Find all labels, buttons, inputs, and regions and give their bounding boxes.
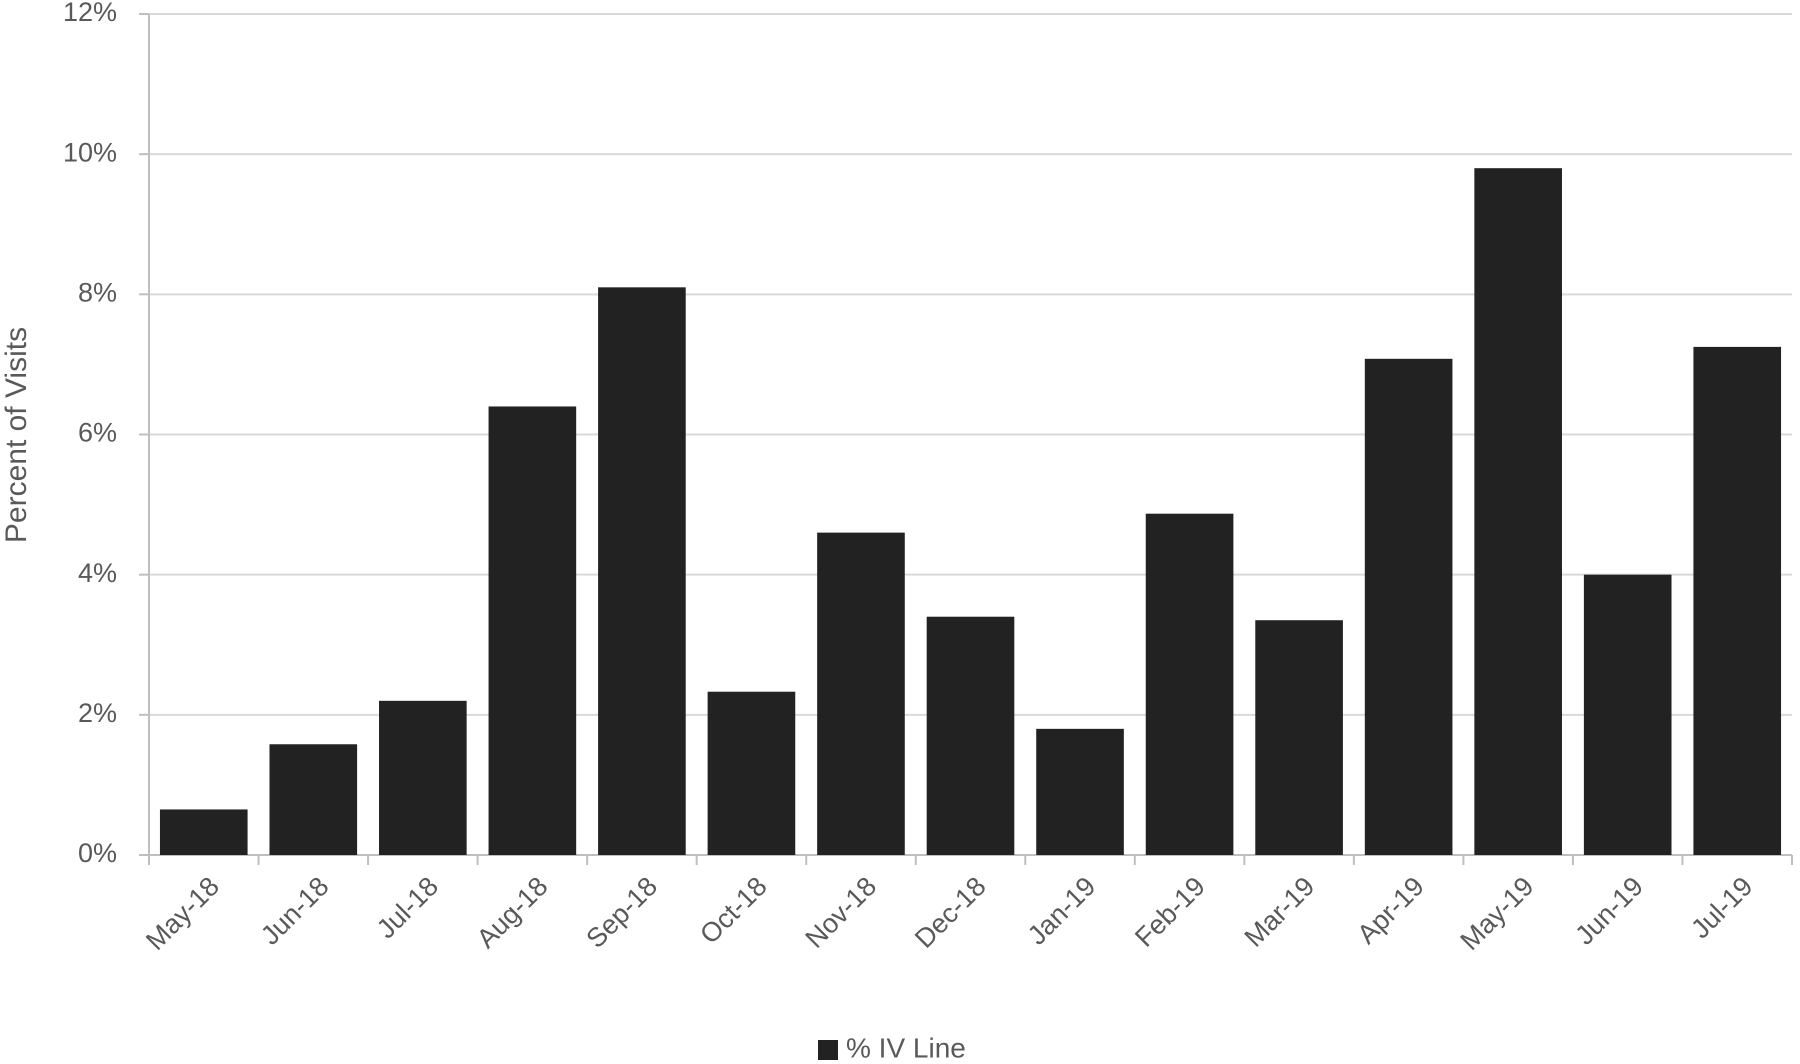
- bar: [1364, 358, 1453, 855]
- y-tick-label: 6%: [78, 418, 117, 448]
- x-tick-label: Feb-19: [1129, 871, 1211, 953]
- y-tick-label: 4%: [78, 558, 117, 588]
- x-tick-label: Jun-18: [255, 871, 335, 951]
- bar: [1583, 574, 1672, 855]
- x-tick-label: Oct-18: [694, 871, 773, 950]
- x-tick-label: May-19: [1455, 871, 1540, 956]
- bar: [926, 616, 1015, 855]
- y-tick-label: 8%: [78, 277, 117, 307]
- bar: [1693, 346, 1782, 855]
- bar: [707, 691, 796, 855]
- y-tick-label: 12%: [63, 0, 117, 27]
- x-tick-label: Sep-18: [580, 871, 663, 954]
- bar: [1036, 728, 1124, 855]
- bar: [1474, 168, 1562, 855]
- y-axis-title: Percent of Visits: [0, 327, 33, 543]
- x-tick-label: Aug-18: [471, 871, 554, 954]
- x-tick-label: May-18: [140, 871, 225, 956]
- x-tick-label: Apr-19: [1351, 871, 1430, 950]
- bar: [379, 700, 467, 855]
- legend-swatch: [818, 1040, 838, 1060]
- legend-label: % IV Line: [846, 1032, 966, 1063]
- x-tick-label: Mar-19: [1239, 871, 1321, 953]
- x-tick-label: Jul-18: [371, 871, 444, 944]
- x-tick-label: Nov-18: [799, 871, 882, 954]
- bar: [1255, 620, 1343, 855]
- x-tick-label: Jul-19: [1685, 871, 1758, 944]
- bar: [598, 287, 686, 855]
- bar: [1145, 513, 1234, 855]
- x-tick-label: Dec-18: [909, 871, 992, 954]
- bar: [817, 532, 905, 855]
- bar: [159, 809, 248, 855]
- x-tick-label: Jun-19: [1569, 871, 1649, 951]
- bar: [269, 744, 358, 855]
- y-tick-label: 0%: [78, 838, 117, 868]
- x-tick-label: Jan-19: [1022, 871, 1102, 951]
- y-tick-label: 10%: [63, 137, 117, 167]
- bar: [488, 406, 577, 855]
- y-tick-label: 2%: [78, 698, 117, 728]
